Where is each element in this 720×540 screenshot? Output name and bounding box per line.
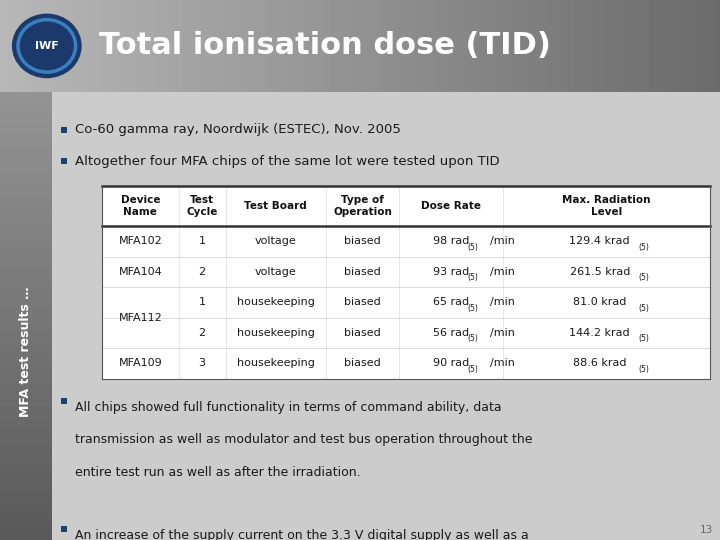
Text: Device
Name: Device Name: [121, 195, 160, 217]
Text: biased: biased: [344, 298, 381, 307]
Text: 261.5 krad: 261.5 krad: [570, 267, 630, 277]
Text: transmission as well as modulator and test bus operation throughout the: transmission as well as modulator and te…: [75, 433, 533, 447]
Text: biased: biased: [344, 328, 381, 338]
Text: 1: 1: [199, 237, 206, 246]
Text: 3: 3: [199, 359, 206, 368]
Text: (5): (5): [639, 334, 649, 343]
Text: Total ionisation dose (TID): Total ionisation dose (TID): [99, 31, 552, 60]
Text: 2: 2: [199, 267, 206, 277]
Text: housekeeping: housekeeping: [237, 328, 315, 338]
Text: (5): (5): [639, 243, 649, 252]
Text: (5): (5): [468, 243, 479, 252]
Text: housekeeping: housekeeping: [237, 298, 315, 307]
Text: 56 rad: 56 rad: [433, 328, 469, 338]
Text: /min: /min: [490, 237, 515, 246]
Text: /min: /min: [490, 298, 515, 307]
Text: /min: /min: [490, 267, 515, 277]
Text: 144.2 krad: 144.2 krad: [570, 328, 630, 338]
Text: 98 rad: 98 rad: [433, 237, 469, 246]
Text: 88.6 krad: 88.6 krad: [573, 359, 626, 368]
Text: /min: /min: [490, 328, 515, 338]
Text: MFA104: MFA104: [119, 267, 162, 277]
Text: (5): (5): [639, 273, 649, 282]
Ellipse shape: [26, 26, 68, 65]
Text: 90 rad: 90 rad: [433, 359, 469, 368]
Text: MFA109: MFA109: [119, 359, 162, 368]
Text: (5): (5): [468, 334, 479, 343]
FancyBboxPatch shape: [102, 186, 710, 379]
Text: biased: biased: [344, 267, 381, 277]
Text: 93 rad: 93 rad: [433, 267, 469, 277]
Text: voltage: voltage: [255, 237, 297, 246]
Text: housekeeping: housekeeping: [237, 359, 315, 368]
Text: (5): (5): [468, 273, 479, 282]
Text: biased: biased: [344, 237, 381, 246]
Text: 2: 2: [199, 328, 206, 338]
Text: 1: 1: [199, 298, 206, 307]
Text: (5): (5): [468, 364, 479, 374]
Text: MFA test results …: MFA test results …: [19, 286, 32, 417]
Text: 129.4 krad: 129.4 krad: [570, 237, 630, 246]
Text: Max. Radiation
Level: Max. Radiation Level: [562, 195, 651, 217]
Text: (5): (5): [639, 304, 649, 313]
Text: voltage: voltage: [255, 267, 297, 277]
Text: Co-60 gamma ray, Noordwijk (ESTEC), Nov. 2005: Co-60 gamma ray, Noordwijk (ESTEC), Nov.…: [75, 124, 401, 137]
Text: 65 rad: 65 rad: [433, 298, 469, 307]
Text: Test
Cycle: Test Cycle: [186, 195, 218, 217]
Text: An increase of the supply current on the 3.3 V digital supply as well as a: An increase of the supply current on the…: [75, 529, 529, 540]
Text: 13: 13: [700, 525, 714, 535]
Text: Test Board: Test Board: [244, 201, 307, 211]
Text: biased: biased: [344, 359, 381, 368]
Text: MFA102: MFA102: [119, 237, 162, 246]
Text: /min: /min: [490, 359, 515, 368]
Text: (5): (5): [639, 364, 649, 374]
Text: Type of
Operation: Type of Operation: [333, 195, 392, 217]
Text: All chips showed full functionality in terms of command ability, data: All chips showed full functionality in t…: [75, 401, 502, 414]
Text: Dose Rate: Dose Rate: [421, 201, 481, 211]
Text: 81.0 krad: 81.0 krad: [573, 298, 626, 307]
Text: (5): (5): [468, 304, 479, 313]
Text: entire test run as well as after the irradiation.: entire test run as well as after the irr…: [75, 465, 361, 478]
Ellipse shape: [13, 14, 81, 78]
Text: IWF: IWF: [35, 41, 58, 51]
Text: MFA112: MFA112: [119, 313, 162, 323]
Text: Altogether four MFA chips of the same lot were tested upon TID: Altogether four MFA chips of the same lo…: [75, 155, 500, 168]
